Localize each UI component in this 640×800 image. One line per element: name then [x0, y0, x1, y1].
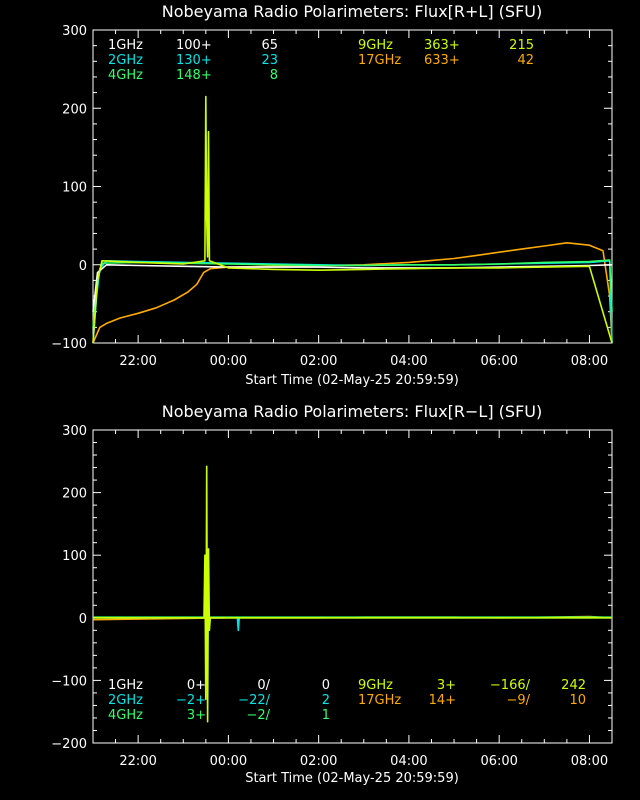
legend-text: 17GHz — [358, 53, 401, 68]
plot-frame — [92, 429, 613, 744]
legend-text: −166/ — [490, 678, 531, 693]
x-tick-label: 02:00 — [300, 754, 337, 769]
legend-text: 2GHz — [108, 693, 143, 708]
legend-text: 10 — [569, 693, 586, 708]
legend-text: 100+ — [176, 38, 212, 53]
legend-text: 2GHz — [108, 53, 143, 68]
y-tick-label: 300 — [62, 24, 87, 39]
legend: 1GHz 0+ 0/0 2GHz −2+ −22/2 4GHz 3+ −2/1 9GHz 3+ −16… — [108, 678, 586, 723]
x-tick-label: 22:00 — [119, 354, 156, 369]
x-tick-label: 00:00 — [210, 354, 247, 369]
series-layer — [92, 465, 613, 723]
chart-panel-r-minus-l: Nobeyama Radio Polarimeters: Flux[R−L] (… — [51, 402, 613, 786]
series-line-3 — [92, 259, 613, 328]
y-tick-label: 100 — [62, 181, 87, 196]
legend-text: −22/ — [238, 693, 270, 708]
legend-text: 17GHz — [358, 693, 401, 708]
x-tick-label: 06:00 — [480, 354, 517, 369]
legend-text: 148+ — [176, 68, 212, 83]
x-tick-label: 02:00 — [300, 354, 337, 369]
legend-text: 0 — [322, 678, 330, 693]
legend-text: 4GHz — [108, 68, 143, 83]
legend-text: 1GHz — [108, 678, 143, 693]
legend-text: 14+ — [429, 693, 456, 708]
x-axis: 22:00 00:00 02:00 04:00 06:00 08:00 — [92, 30, 613, 369]
legend-text: 9GHz — [358, 678, 393, 693]
series-line-5 — [92, 95, 613, 344]
y-tick-label: 0 — [79, 259, 87, 274]
x-tick-label: 08:00 — [571, 354, 608, 369]
series-line-1 — [92, 242, 613, 344]
legend-text: 3+ — [187, 708, 206, 723]
series-line-4 — [93, 465, 612, 723]
legend-text: 130+ — [176, 53, 212, 68]
legend-text: 363+ — [424, 38, 460, 53]
legend-text: 0/ — [257, 678, 270, 693]
legend-text: 242 — [561, 678, 586, 693]
series-layer — [92, 95, 613, 344]
legend-text: 2 — [322, 693, 330, 708]
legend-text: −9/ — [506, 693, 530, 708]
chart-title: Nobeyama Radio Polarimeters: Flux[R+L] (… — [162, 2, 542, 21]
y-tick-label: 100 — [62, 549, 87, 564]
x-axis-label: Start Time (02-May-25 20:59:59) — [245, 373, 459, 388]
x-axis: 22:00 00:00 02:00 04:00 06:00 08:00 — [92, 430, 613, 769]
y-tick-label: 200 — [62, 102, 87, 117]
x-tick-label: 22:00 — [119, 754, 156, 769]
legend-text: 23 — [261, 53, 278, 68]
y-tick-label: −200 — [51, 737, 87, 752]
legend-text: 9GHz — [358, 38, 393, 53]
chart-title: Nobeyama Radio Polarimeters: Flux[R−L] (… — [162, 402, 542, 421]
legend-text: 0+ — [187, 678, 206, 693]
x-tick-label: 04:00 — [390, 754, 427, 769]
legend-text: 1 — [322, 708, 330, 723]
series-line-2 — [93, 616, 612, 632]
x-tick-label: 04:00 — [390, 354, 427, 369]
y-tick-label: −100 — [51, 337, 87, 352]
y-tick-label: 0 — [79, 612, 87, 627]
y-tick-label: 200 — [62, 487, 87, 502]
legend: 1GHz 100+ 65 2GHz 130+ 23 4GHz 148+ 8 9GHz 363+ 215… — [108, 38, 534, 83]
legend-text: 633+ — [424, 53, 460, 68]
legend-text: −2+ — [176, 693, 206, 708]
y-tick-label: 300 — [62, 424, 87, 439]
series-line-4 — [92, 263, 613, 312]
x-axis-label: Start Time (02-May-25 20:59:59) — [245, 771, 459, 786]
legend-text: 8 — [270, 68, 278, 83]
legend-text: 3+ — [437, 678, 456, 693]
plot-frame — [92, 29, 613, 344]
x-tick-label: 00:00 — [210, 754, 247, 769]
legend-text: 65 — [261, 38, 278, 53]
x-tick-label: 08:00 — [571, 754, 608, 769]
y-axis: 300 200 100 0 −100 — [51, 24, 612, 352]
chart-panel-r-plus-l: Nobeyama Radio Polarimeters: Flux[R+L] (… — [51, 2, 613, 388]
legend-text: −2/ — [246, 708, 270, 723]
y-tick-label: −100 — [51, 674, 87, 689]
x-tick-label: 06:00 — [480, 754, 517, 769]
legend-text: 215 — [509, 38, 534, 53]
legend-text: 42 — [517, 53, 534, 68]
legend-text: 4GHz — [108, 708, 143, 723]
legend-text: 1GHz — [108, 38, 143, 53]
